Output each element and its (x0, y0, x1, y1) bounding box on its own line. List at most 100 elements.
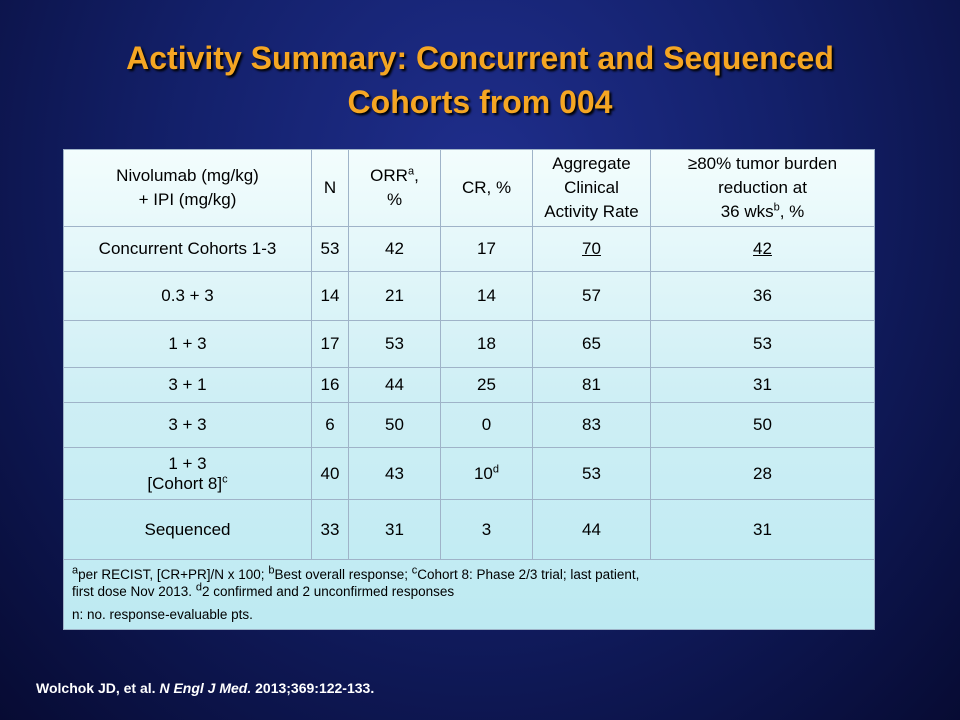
cell-n: 33 (311, 499, 349, 560)
cell-cr: 17 (440, 226, 533, 272)
cell-cr: 10d (440, 447, 533, 500)
cell-orr: 21 (348, 271, 441, 321)
header-cr: CR, % (440, 149, 533, 227)
table-row: 3 + 1 16 44 25 81 31 (63, 367, 875, 403)
cell-orr: 43 (348, 447, 441, 500)
header-burden-line-3: 36 wks (720, 202, 774, 221)
cell-acar: 53 (532, 447, 651, 500)
footnote-b: Best overall response; (274, 567, 412, 582)
header-orr-label: ORR (370, 166, 408, 185)
citation: Wolchok JD, et al. N Engl J Med. 2013;36… (36, 680, 374, 696)
table-footnotes: aper RECIST, [CR+PR]/N x 100; bBest over… (63, 559, 875, 630)
header-dose-line-2: + IPI (mg/kg) (138, 190, 237, 209)
cell-orr: 44 (348, 367, 441, 403)
cell-burden: 42 (650, 226, 875, 272)
header-burden-line-1: ≥80% tumor burden (687, 154, 838, 173)
table-row: 1 + 3 [Cohort 8]c 40 43 10d 53 28 (63, 447, 875, 500)
row-label: 3 + 3 (63, 402, 312, 448)
cell-orr: 53 (348, 320, 441, 368)
header-row: Nivolumab (mg/kg) + IPI (mg/kg) N ORRa, … (63, 149, 875, 227)
cell-orr: 31 (348, 499, 441, 560)
cell-burden: 31 (650, 499, 875, 560)
row-label: Sequenced (63, 499, 312, 560)
footnote-line-2: first dose Nov 2013. d2 confirmed and 2 … (72, 581, 866, 600)
cell-orr: 50 (348, 402, 441, 448)
table-row: 3 + 3 6 50 0 83 50 (63, 402, 875, 448)
table-row: Sequenced 33 31 3 44 31 (63, 499, 875, 560)
cell-n: 53 (311, 226, 349, 272)
cell-acar: 44 (532, 499, 651, 560)
header-acar: Aggregate Clinical Activity Rate (532, 149, 651, 227)
cell-n: 40 (311, 447, 349, 500)
row-label: 1 + 3 [Cohort 8]c (63, 447, 312, 500)
header-burden-tail: , % (779, 202, 805, 221)
row-label-line-2: [Cohort 8] (147, 473, 223, 493)
citation-details: 2013;369:122-133. (251, 680, 375, 696)
header-orr-tail: , (414, 166, 419, 185)
header-tumor-burden: ≥80% tumor burden reduction at 36 wksb, … (650, 149, 875, 227)
cell-acar-underlined: 70 (582, 239, 601, 258)
cell-acar: 57 (532, 271, 651, 321)
cell-cr: 14 (440, 271, 533, 321)
cell-burden: 50 (650, 402, 875, 448)
slide-title: Activity Summary: Concurrent and Sequenc… (0, 36, 960, 124)
cell-acar: 81 (532, 367, 651, 403)
footnote-sup-c: c (411, 564, 418, 577)
header-n: N (311, 149, 349, 227)
cell-n: 16 (311, 367, 349, 403)
cell-cr-value: 10 (473, 463, 493, 483)
header-dose: Nivolumab (mg/kg) + IPI (mg/kg) (63, 149, 312, 227)
cell-burden: 36 (650, 271, 875, 321)
footnote-a: per RECIST, [CR+PR]/N x 100; (78, 567, 269, 582)
row-label: 1 + 3 (63, 320, 312, 368)
cell-n: 6 (311, 402, 349, 448)
cell-cr-sup: d (492, 462, 500, 475)
header-acar-line-1: Aggregate (552, 154, 631, 173)
cell-burden: 53 (650, 320, 875, 368)
row-label-line-1: 1 + 3 (168, 453, 207, 473)
footnote-line-3: n: no. response-evaluable pts. (72, 607, 253, 622)
header-orr-unit: % (386, 190, 403, 209)
cell-cr: 18 (440, 320, 533, 368)
slide-title-line-2: Cohorts from 004 (347, 84, 613, 120)
cell-cr: 3 (440, 499, 533, 560)
footnote-d: 2 confirmed and 2 unconfirmed responses (201, 584, 455, 599)
cell-burden-underlined: 42 (753, 239, 772, 258)
row-label-sup: c (222, 472, 228, 485)
footnote-line-1: aper RECIST, [CR+PR]/N x 100; bBest over… (72, 564, 866, 583)
header-acar-line-3: Activity Rate (544, 202, 639, 221)
footnote-sup-d: d (195, 581, 202, 594)
row-label: 3 + 1 (63, 367, 312, 403)
footnote-c-cont: first dose Nov 2013. (72, 584, 196, 599)
header-orr: ORRa, % (348, 149, 441, 227)
row-label: 0.3 + 3 (63, 271, 312, 321)
header-dose-line-1: Nivolumab (mg/kg) (116, 166, 259, 185)
cell-acar: 65 (532, 320, 651, 368)
citation-authors: Wolchok JD, et al. (36, 680, 160, 696)
cell-orr: 42 (348, 226, 441, 272)
cell-acar: 70 (532, 226, 651, 272)
footnote-row: aper RECIST, [CR+PR]/N x 100; bBest over… (63, 559, 875, 630)
table-row: 0.3 + 3 14 21 14 57 36 (63, 271, 875, 321)
cell-acar: 83 (532, 402, 651, 448)
header-burden-sup: b (773, 201, 780, 214)
row-label-text: Concurrent Cohorts 1-3 (98, 239, 277, 258)
header-acar-line-2: Clinical (564, 178, 619, 197)
row-label: Concurrent Cohorts 1-3 (63, 226, 312, 272)
table-row: Concurrent Cohorts 1-3 53 42 17 70 42 (63, 226, 875, 272)
cell-burden: 31 (650, 367, 875, 403)
activity-summary-table: Nivolumab (mg/kg) + IPI (mg/kg) N ORRa, … (63, 149, 875, 630)
cell-cr: 0 (440, 402, 533, 448)
cell-cr: 25 (440, 367, 533, 403)
footnote-c: Cohort 8: Phase 2/3 trial; last patient, (417, 567, 640, 582)
cell-n: 14 (311, 271, 349, 321)
cell-burden: 28 (650, 447, 875, 500)
footnote-sup-a: a (72, 564, 79, 577)
cell-n: 17 (311, 320, 349, 368)
footnote-sup-b: b (268, 564, 275, 577)
header-orr-sup: a (407, 165, 415, 178)
table-row: 1 + 3 17 53 18 65 53 (63, 320, 875, 368)
citation-journal: N Engl J Med. (159, 680, 252, 696)
slide-title-line-1: Activity Summary: Concurrent and Sequenc… (126, 40, 834, 76)
header-burden-line-2: reduction at (718, 178, 807, 197)
